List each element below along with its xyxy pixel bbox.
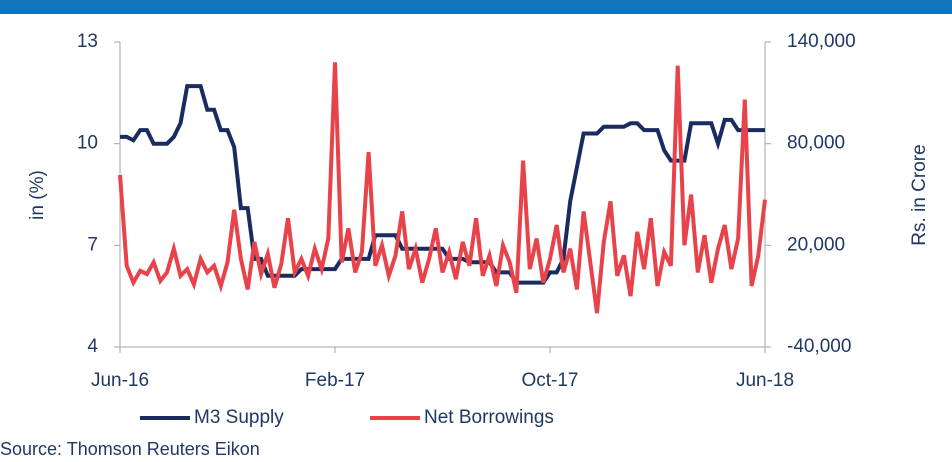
series-line	[118, 62, 767, 314]
x-tick-label: Feb-17	[305, 370, 365, 391]
x-tick-label: Jun-16	[91, 370, 149, 391]
y-axis-label: in (%)	[27, 170, 48, 220]
legend-label: Net Borrowings	[424, 407, 554, 428]
y2-tick-label: 80,000	[787, 133, 845, 154]
x-tick-label: Jun-18	[736, 370, 794, 391]
y-tick-label: 10	[77, 133, 98, 154]
y2-tick-label: 140,000	[787, 31, 856, 52]
y2-axis-label: Rs. in Crore	[909, 144, 930, 245]
legend-label: M3 Supply	[194, 407, 284, 428]
y-tick-label: 13	[77, 31, 98, 52]
y2-tick-label: 20,000	[787, 234, 845, 255]
y-tick-label: 7	[87, 234, 98, 255]
banner	[0, 0, 952, 14]
y2-tick-label: -40,000	[787, 336, 851, 357]
y-tick-label: 4	[87, 336, 98, 357]
series-line	[120, 84, 765, 285]
x-tick-label: Oct-17	[521, 370, 578, 391]
source: Source: Thomson Reuters Eikon	[0, 439, 260, 459]
